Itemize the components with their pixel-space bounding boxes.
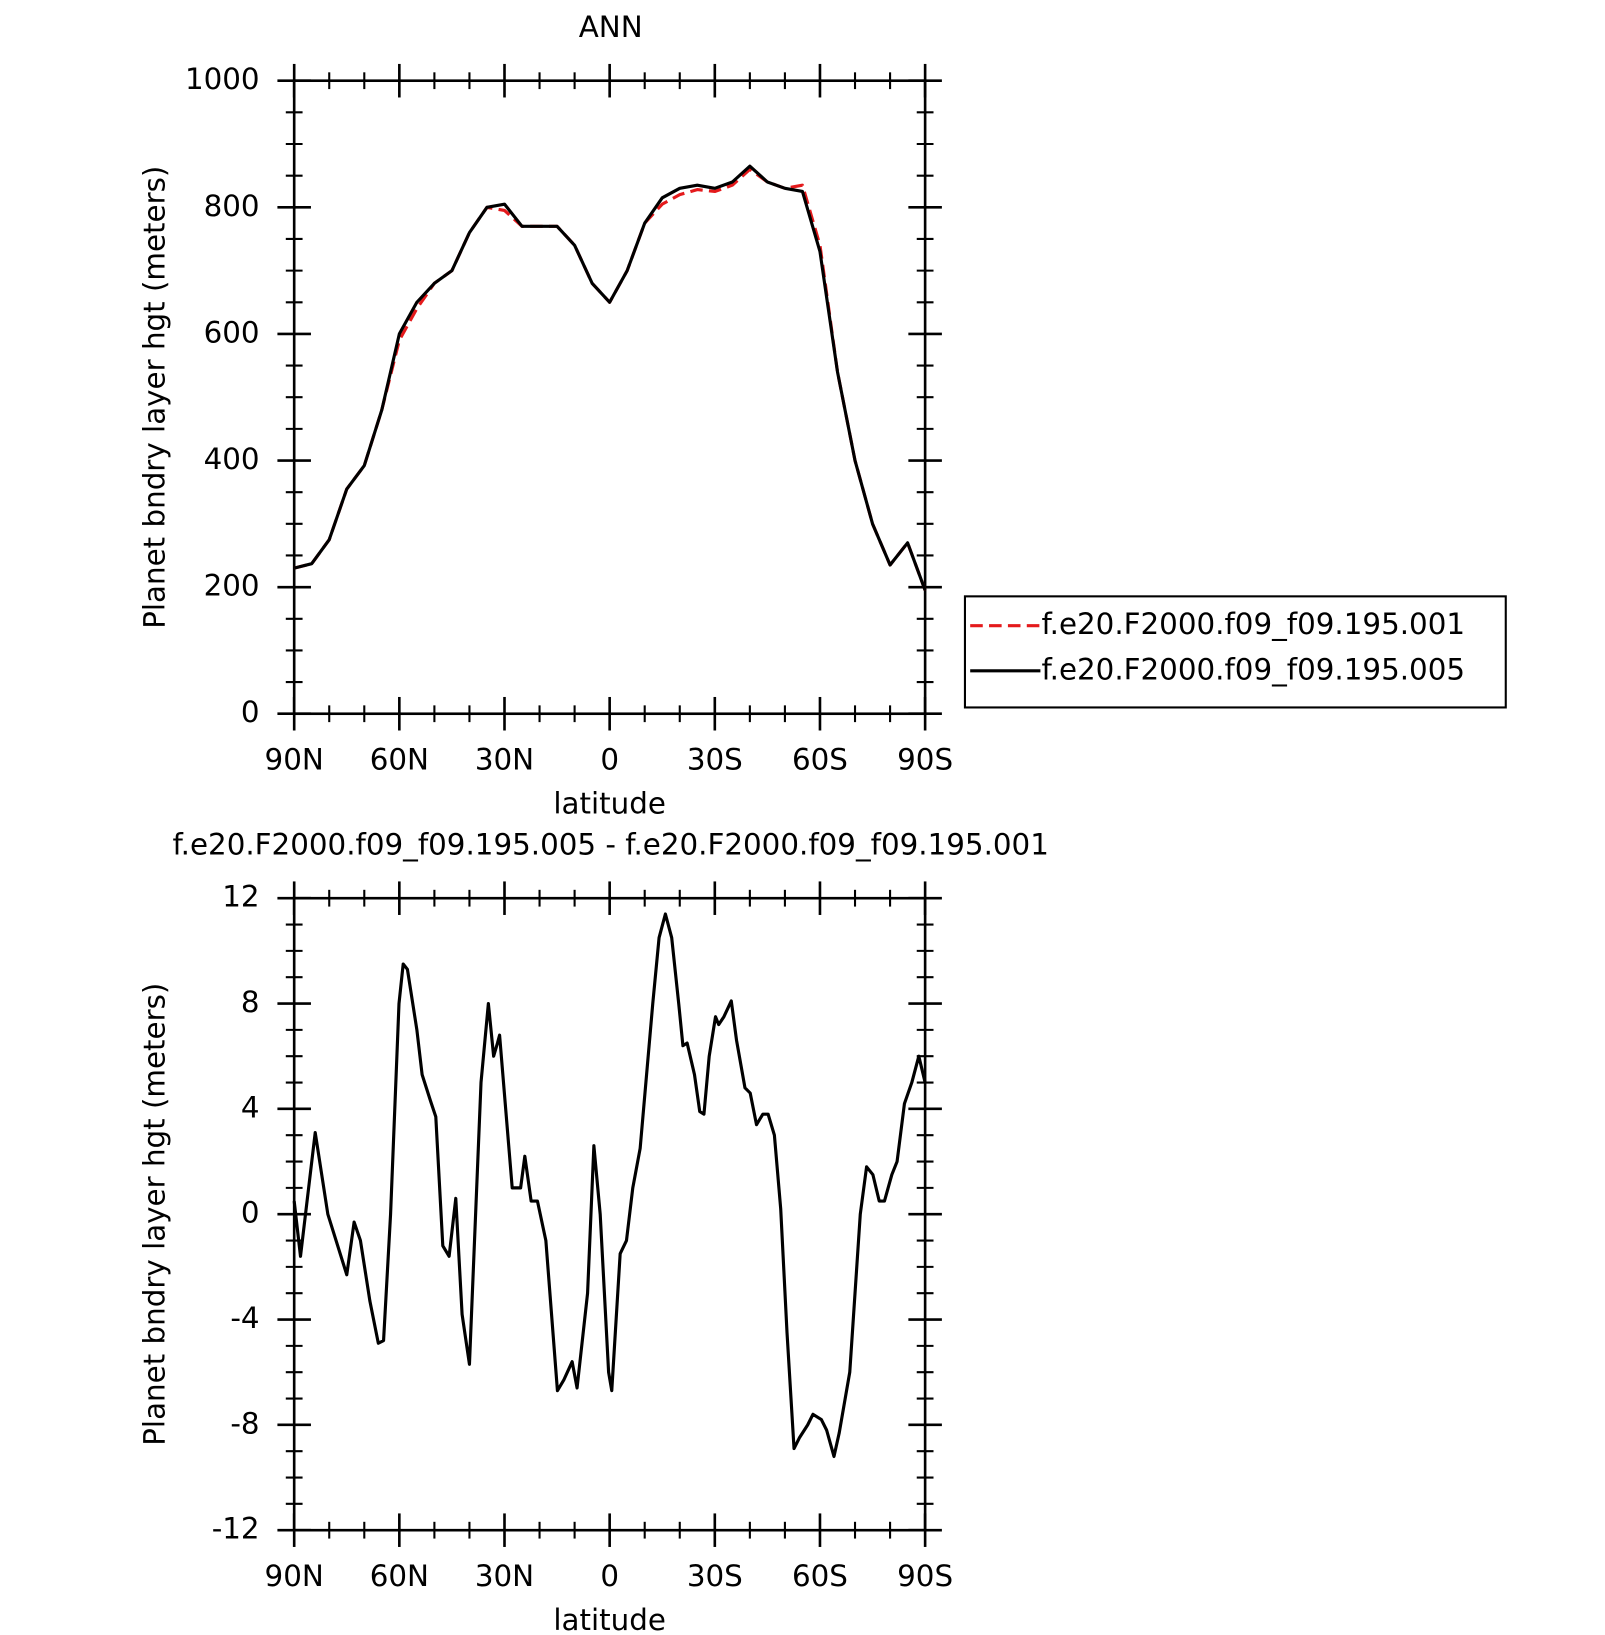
x-tick-label: 30S xyxy=(687,742,743,776)
x-tick-label: 0 xyxy=(600,1559,619,1593)
data-line xyxy=(293,164,927,591)
x-axis-label: latitude xyxy=(553,1603,666,1635)
legend-box xyxy=(963,595,1507,709)
x-tick-label: 90N xyxy=(265,1559,324,1593)
data-line xyxy=(292,912,927,1459)
y-tick-label: 1000 xyxy=(185,62,260,96)
x-tick-label: 60N xyxy=(370,1559,429,1593)
plot-frame xyxy=(292,896,927,1532)
y-tick-label: 4 xyxy=(241,1090,260,1124)
x-tick-label: 30N xyxy=(475,1559,534,1593)
y-tick-label: -12 xyxy=(212,1512,260,1546)
chart-title: f.e20.F2000.f09_f09.195.005 - f.e20.F200… xyxy=(172,827,1048,861)
x-tick-label: 0 xyxy=(600,742,619,776)
y-tick-label: 600 xyxy=(204,315,260,349)
y-tick-label: 8 xyxy=(241,985,260,1019)
x-tick-label: 90S xyxy=(897,1559,953,1593)
legend-label: f.e20.F2000.f09_f09.195.005 xyxy=(1041,652,1465,686)
chart-title: ANN xyxy=(579,10,643,44)
y-tick-label: 12 xyxy=(222,880,259,914)
x-tick-label: 60S xyxy=(792,1559,848,1593)
y-tick-label: -4 xyxy=(230,1301,259,1335)
plot-frame xyxy=(292,79,927,716)
x-tick-label: 30N xyxy=(475,742,534,776)
y-axis-label: Planet bndry layer hgt (meters) xyxy=(137,983,171,1446)
y-tick-label: -8 xyxy=(230,1406,259,1440)
y-tick-label: 0 xyxy=(241,695,260,729)
y-axis-label: Planet bndry layer hgt (meters) xyxy=(137,166,171,629)
y-tick-label: 0 xyxy=(241,1196,260,1230)
x-axis-label: latitude xyxy=(553,786,666,820)
x-tick-label: 30S xyxy=(687,1559,743,1593)
x-tick-label: 90N xyxy=(265,742,324,776)
y-tick-label: 200 xyxy=(204,569,260,603)
x-tick-label: 60S xyxy=(792,742,848,776)
x-tick-label: 60N xyxy=(370,742,429,776)
y-tick-label: 800 xyxy=(204,189,260,223)
x-tick-label: 90S xyxy=(897,742,953,776)
y-tick-label: 400 xyxy=(204,442,260,476)
legend-label: f.e20.F2000.f09_f09.195.001 xyxy=(1041,607,1465,641)
